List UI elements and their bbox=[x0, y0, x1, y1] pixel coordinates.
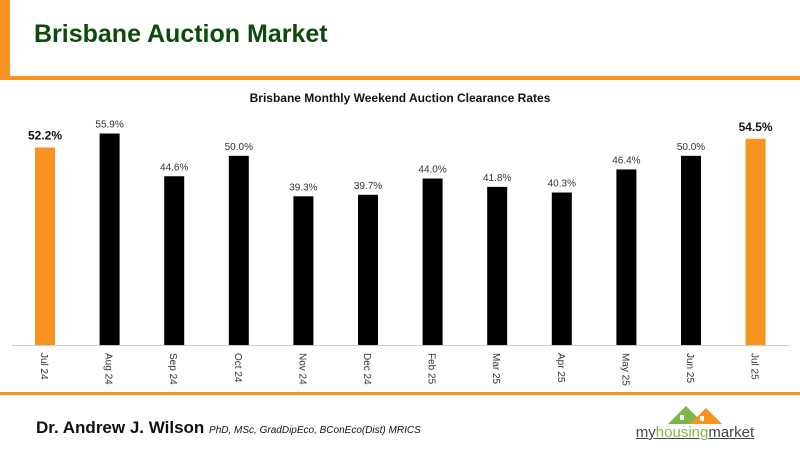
data-label: 40.3% bbox=[548, 179, 576, 190]
author-name: Dr. Andrew J. Wilson PhD, MSc, GradDipEc… bbox=[36, 418, 421, 438]
bar bbox=[293, 196, 314, 345]
bar bbox=[681, 155, 701, 345]
house-logo-icon bbox=[668, 406, 722, 424]
data-label: 55.9% bbox=[95, 120, 123, 131]
bar bbox=[99, 133, 120, 345]
bar bbox=[228, 155, 249, 345]
bar bbox=[358, 194, 378, 345]
bar bbox=[487, 186, 508, 345]
bar bbox=[35, 147, 55, 345]
data-label: 52.2% bbox=[28, 129, 62, 143]
x-tick-label: Jun 25 bbox=[684, 353, 695, 383]
data-label: 44.0% bbox=[418, 165, 446, 176]
data-label: 44.6% bbox=[160, 162, 188, 173]
bar bbox=[164, 176, 185, 345]
x-tick-label: Aug 24 bbox=[103, 353, 114, 385]
x-tick-label: Jul 24 bbox=[38, 353, 49, 380]
bar bbox=[551, 192, 572, 345]
logo-text-market: market bbox=[708, 424, 755, 441]
data-label: 39.7% bbox=[354, 181, 382, 192]
chart-title: Brisbane Monthly Weekend Auction Clearan… bbox=[249, 91, 551, 105]
data-label: 41.8% bbox=[483, 173, 511, 184]
logo-text-housing: housing bbox=[655, 424, 709, 441]
x-tick-label: Dec 24 bbox=[361, 353, 372, 385]
author-credentials: PhD, MSc, GradDipEco, BConEco(Dist) MRIC… bbox=[209, 425, 421, 436]
bar bbox=[616, 169, 637, 345]
data-label: 50.0% bbox=[677, 142, 705, 153]
data-label: 50.0% bbox=[225, 142, 253, 153]
header-divider bbox=[0, 76, 800, 80]
logo-text-my: my bbox=[635, 424, 656, 441]
x-tick-label: Apr 25 bbox=[555, 353, 566, 383]
x-tick-label: Feb 25 bbox=[426, 353, 437, 385]
logo-text: myhousingmarket bbox=[620, 424, 770, 441]
header-accent-bar bbox=[0, 0, 10, 80]
x-tick-label: Jul 25 bbox=[749, 353, 760, 380]
data-label: 54.5% bbox=[739, 120, 773, 134]
bar bbox=[745, 138, 766, 345]
data-label: 46.4% bbox=[612, 155, 640, 166]
bar-chart: 52.2% Jul 24 55.9% Aug 24 44.6% Sep 24 50.0% Oc… bbox=[12, 120, 790, 386]
x-tick-label: Oct 24 bbox=[232, 353, 243, 383]
x-tick-label: Sep 24 bbox=[167, 353, 178, 385]
x-tick-label: Mar 25 bbox=[490, 353, 501, 385]
author-text: Dr. Andrew J. Wilson bbox=[36, 418, 205, 437]
data-label: 39.3% bbox=[289, 182, 317, 193]
x-tick-label: May 25 bbox=[619, 353, 630, 386]
bar bbox=[422, 178, 443, 345]
footer-divider bbox=[0, 392, 800, 395]
x-tick-label: Nov 24 bbox=[296, 353, 307, 385]
logo: myhousingmarket bbox=[620, 402, 770, 442]
page-title: Brisbane Auction Market bbox=[34, 20, 328, 48]
